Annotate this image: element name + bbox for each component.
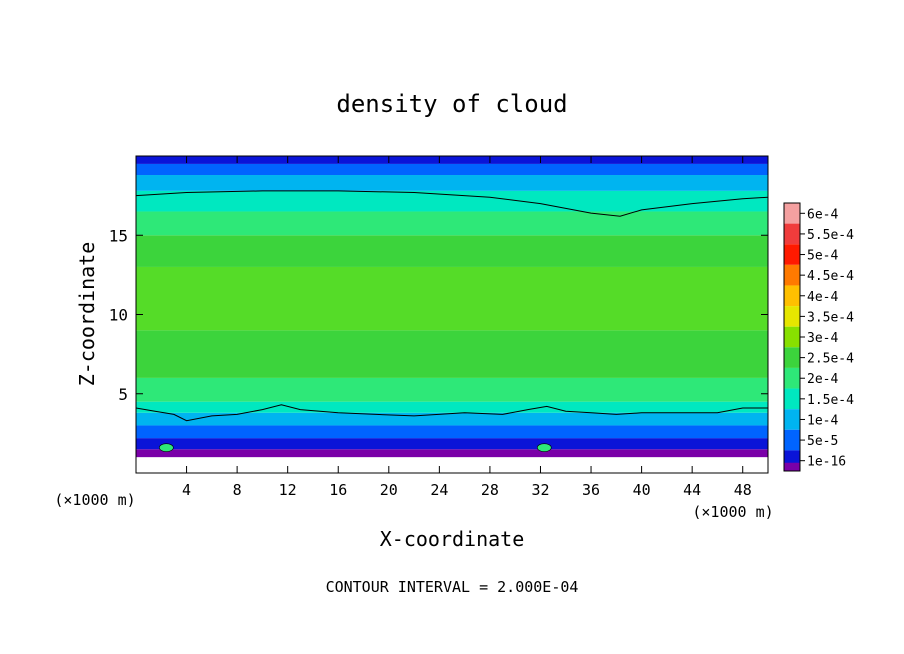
colorbar-swatch bbox=[784, 347, 800, 368]
x-tick-label: 12 bbox=[279, 481, 297, 499]
colorbar-label: 5e-4 bbox=[807, 249, 838, 264]
colorbar-swatch bbox=[784, 244, 800, 265]
x-tick-label: 48 bbox=[734, 481, 752, 499]
x-tick-label: 32 bbox=[531, 481, 549, 499]
field-band-8 bbox=[136, 266, 768, 331]
field-band-9 bbox=[136, 235, 768, 267]
x-unit-label-right: (×1000 m) bbox=[692, 503, 773, 521]
y-axis: 5 10 15 bbox=[109, 226, 768, 404]
colorbar-label: 6e-4 bbox=[807, 207, 838, 222]
x-tick-label: 8 bbox=[233, 481, 242, 499]
colorbar-swatch bbox=[784, 326, 800, 348]
colorbar-swatch-bottom bbox=[784, 462, 800, 471]
colorbar-swatch bbox=[784, 306, 800, 327]
colorbar-swatch bbox=[784, 409, 800, 430]
colorbar-swatch bbox=[784, 429, 800, 451]
field-band-7 bbox=[136, 330, 768, 378]
x-tick-label: 16 bbox=[329, 481, 347, 499]
colorbar-label: 1e-4 bbox=[807, 413, 838, 428]
field-bands bbox=[136, 156, 768, 473]
x-tick-label: 36 bbox=[582, 481, 600, 499]
colorbar-swatch bbox=[784, 367, 800, 389]
x-axis: 4 8 12 16 20 24 28 32 36 40 44 48 bbox=[182, 156, 752, 499]
colorbar-label: 4.5e-4 bbox=[807, 269, 854, 284]
contour-line-1 bbox=[136, 404, 768, 422]
field-band-14 bbox=[136, 156, 768, 164]
x-axis-label: X-coordinate bbox=[380, 527, 525, 551]
field-feature-1 bbox=[536, 443, 552, 452]
contour-lines bbox=[136, 190, 768, 422]
y-tick-label: 10 bbox=[109, 306, 128, 325]
x-tick-label: 28 bbox=[481, 481, 499, 499]
colorbar-swatch bbox=[784, 264, 800, 286]
field-band-1 bbox=[136, 449, 768, 458]
field-band-11 bbox=[136, 190, 768, 212]
field-band-4 bbox=[136, 412, 768, 426]
colorbar-label: 2.5e-4 bbox=[807, 352, 854, 367]
field-band-13 bbox=[136, 163, 768, 176]
field-band-2 bbox=[136, 438, 768, 450]
field-band-6 bbox=[136, 377, 768, 402]
x-tick-label: 40 bbox=[633, 481, 651, 499]
y-axis-label: Z-coordinate bbox=[75, 242, 99, 387]
colorbar-swatch bbox=[784, 203, 800, 224]
field-band-5 bbox=[136, 401, 768, 413]
colorbar-label: 1.5e-4 bbox=[807, 393, 854, 408]
colorbar-label: 1e-16 bbox=[807, 455, 846, 470]
colorbar-swatch bbox=[784, 388, 800, 410]
colorbar-label: 3.5e-4 bbox=[807, 310, 854, 325]
colorbar-swatch bbox=[784, 285, 800, 307]
y-tick-label: 15 bbox=[109, 226, 128, 245]
colorbar-swatch bbox=[784, 223, 800, 245]
chart-title: density of cloud bbox=[336, 90, 567, 118]
colorbar-label: 5e-5 bbox=[807, 434, 838, 449]
x-tick-label: 24 bbox=[430, 481, 448, 499]
field-band-12 bbox=[136, 175, 768, 191]
y-tick-label: 5 bbox=[118, 385, 128, 404]
x-unit-label-left: (×1000 m) bbox=[54, 491, 135, 509]
colorbar-frame bbox=[783, 202, 801, 472]
colorbar-label: 3e-4 bbox=[807, 331, 838, 346]
contour-line-0 bbox=[136, 190, 768, 217]
colorbar-label: 2e-4 bbox=[807, 372, 838, 387]
contour-interval-note: CONTOUR INTERVAL = 2.000E-04 bbox=[326, 578, 579, 596]
x-tick-label: 4 bbox=[182, 481, 191, 499]
field-feature-0 bbox=[159, 443, 174, 452]
plot-area bbox=[136, 156, 768, 473]
field-band-10 bbox=[136, 211, 768, 236]
field-band-3 bbox=[136, 425, 768, 439]
colorbar-label: 4e-4 bbox=[807, 290, 838, 305]
field-features bbox=[159, 443, 552, 452]
field-band-0 bbox=[136, 457, 768, 473]
x-tick-label: 20 bbox=[380, 481, 398, 499]
x-tick-label: 44 bbox=[683, 481, 701, 499]
colorbar-label: 5.5e-4 bbox=[807, 228, 854, 243]
colorbar: 6e-4 5.5e-4 5e-4 4.5e-4 4e-4 3.5e-4 3e-4 2.5e-4… bbox=[783, 202, 854, 472]
